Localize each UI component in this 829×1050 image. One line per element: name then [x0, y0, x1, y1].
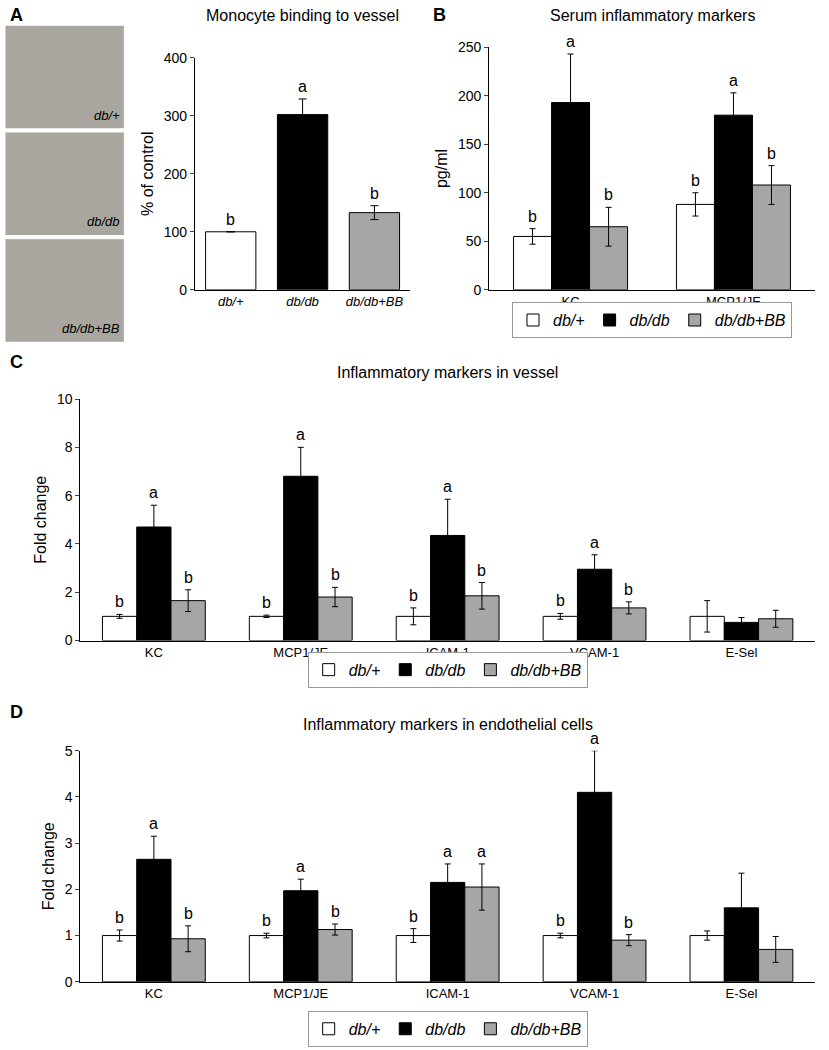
svg-text:b: b: [262, 912, 271, 929]
svg-text:b: b: [226, 211, 235, 228]
svg-text:100: 100: [164, 224, 188, 240]
svg-text:b: b: [604, 186, 613, 203]
svg-text:a: a: [296, 858, 305, 875]
svg-text:db/db: db/db: [425, 662, 465, 679]
svg-text:MCP1/JE: MCP1/JE: [706, 294, 761, 310]
svg-text:ICAM-1: ICAM-1: [426, 986, 470, 1001]
svg-text:db/db+BB: db/db+BB: [510, 662, 581, 679]
svg-text:db/db: db/db: [425, 1021, 465, 1038]
svg-text:a: a: [566, 33, 575, 50]
svg-text:B: B: [433, 5, 446, 25]
svg-text:db/db+BB: db/db+BB: [510, 1021, 581, 1038]
svg-text:b: b: [624, 581, 633, 598]
svg-text:b: b: [409, 587, 418, 604]
svg-text:b: b: [115, 909, 124, 926]
svg-text:MCP1/JE: MCP1/JE: [273, 986, 328, 1001]
svg-text:E-Sel: E-Sel: [726, 645, 758, 660]
svg-text:Fold change: Fold change: [40, 822, 57, 910]
svg-text:b: b: [262, 594, 271, 611]
svg-text:300: 300: [164, 108, 188, 124]
svg-text:400: 400: [164, 50, 188, 66]
svg-text:a: a: [443, 843, 452, 860]
svg-text:2: 2: [65, 881, 73, 897]
svg-text:Inflammatory markers in vessel: Inflammatory markers in vessel: [337, 364, 558, 381]
svg-text:8: 8: [65, 439, 73, 455]
svg-text:b: b: [370, 185, 379, 202]
svg-text:50: 50: [466, 233, 482, 249]
svg-text:db/+: db/+: [553, 312, 585, 329]
svg-text:A: A: [10, 5, 23, 25]
svg-text:b: b: [528, 208, 537, 225]
svg-text:KC: KC: [145, 986, 163, 1001]
svg-text:3: 3: [65, 835, 73, 851]
svg-text:pg/ml: pg/ml: [433, 149, 450, 188]
svg-text:b: b: [691, 172, 700, 189]
svg-text:a: a: [296, 426, 305, 443]
svg-text:a: a: [477, 843, 486, 860]
svg-text:b: b: [409, 908, 418, 925]
svg-text:E-Sel: E-Sel: [726, 986, 758, 1001]
svg-text:db/db: db/db: [630, 312, 670, 329]
svg-text:a: a: [590, 730, 599, 747]
svg-text:4: 4: [65, 536, 73, 552]
svg-text:VCAM-1: VCAM-1: [570, 986, 619, 1001]
svg-text:200: 200: [164, 166, 188, 182]
svg-text:db/+: db/+: [94, 108, 120, 123]
svg-text:db/db+BB: db/db+BB: [346, 294, 404, 309]
svg-text:KC: KC: [145, 645, 163, 660]
svg-text:0: 0: [65, 974, 73, 990]
svg-text:0: 0: [65, 632, 73, 648]
svg-text:2: 2: [65, 584, 73, 600]
svg-text:200: 200: [458, 88, 482, 104]
svg-text:C: C: [10, 352, 23, 372]
svg-text:MCP1/JE: MCP1/JE: [273, 645, 329, 661]
svg-text:b: b: [477, 562, 486, 579]
svg-text:0: 0: [179, 282, 187, 298]
svg-text:b: b: [556, 592, 565, 609]
svg-text:Serum inflammatory markers: Serum inflammatory markers: [550, 7, 755, 24]
svg-text:% of control: % of control: [139, 132, 156, 216]
svg-text:4: 4: [65, 789, 73, 805]
svg-text:b: b: [115, 593, 124, 610]
svg-text:KC: KC: [561, 294, 580, 310]
svg-text:b: b: [767, 145, 776, 162]
svg-text:db/db: db/db: [286, 294, 319, 309]
svg-text:Inflammatory markers in endoth: Inflammatory markers in endothelial cell…: [303, 716, 593, 733]
svg-text:b: b: [331, 566, 340, 583]
svg-text:100: 100: [458, 185, 482, 201]
svg-text:db/+: db/+: [218, 294, 244, 309]
svg-text:b: b: [624, 914, 633, 931]
svg-text:b: b: [184, 569, 193, 586]
svg-text:VCAM-1: VCAM-1: [570, 645, 620, 661]
svg-text:a: a: [149, 484, 158, 501]
svg-text:a: a: [298, 78, 307, 95]
svg-text:b: b: [556, 912, 565, 929]
svg-text:a: a: [729, 72, 738, 89]
svg-text:1: 1: [65, 927, 73, 943]
svg-text:150: 150: [458, 136, 482, 152]
svg-text:db/db+BB: db/db+BB: [62, 321, 120, 336]
svg-text:5: 5: [65, 743, 73, 759]
svg-text:Fold change: Fold change: [32, 476, 49, 564]
svg-text:10: 10: [57, 391, 73, 407]
svg-text:D: D: [10, 702, 23, 722]
svg-text:db/+: db/+: [349, 662, 381, 679]
svg-text:0: 0: [474, 282, 482, 298]
svg-text:Monocyte binding to vessel: Monocyte binding to vessel: [206, 7, 399, 24]
svg-text:a: a: [149, 815, 158, 832]
svg-text:b: b: [184, 905, 193, 922]
svg-text:db/db+BB: db/db+BB: [715, 312, 786, 329]
svg-text:b: b: [331, 903, 340, 920]
svg-text:db/+: db/+: [349, 1021, 381, 1038]
svg-text:6: 6: [65, 488, 73, 504]
svg-text:250: 250: [458, 39, 482, 55]
svg-text:a: a: [590, 534, 599, 551]
svg-text:db/db: db/db: [87, 214, 120, 229]
svg-text:a: a: [443, 478, 452, 495]
